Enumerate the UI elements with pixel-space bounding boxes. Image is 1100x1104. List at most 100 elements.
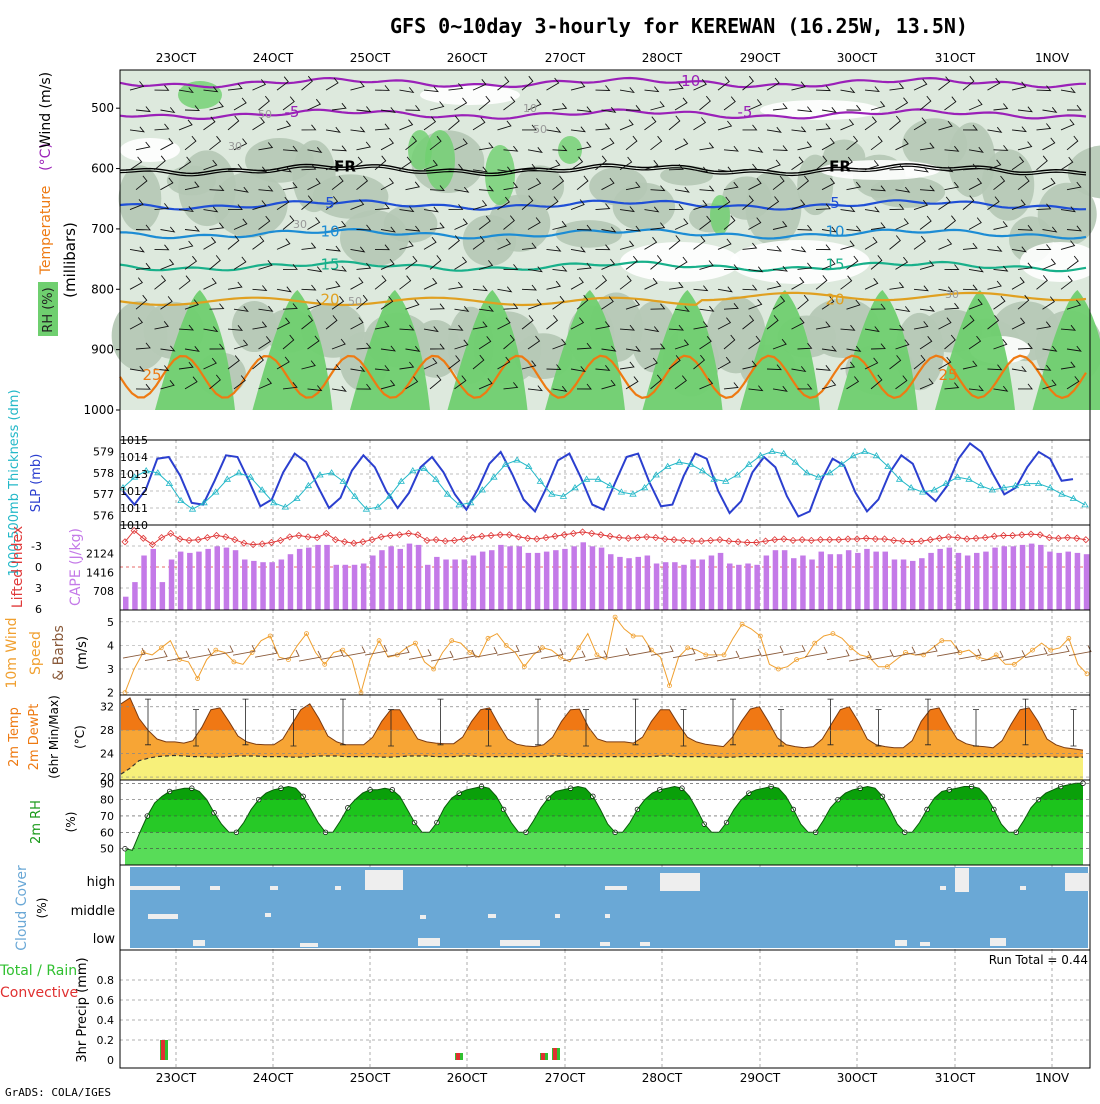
cape-bar: [819, 552, 825, 610]
cape-bar: [599, 548, 605, 610]
cloud-axis-label: Cloud Cover: [14, 865, 30, 951]
cape-bar: [928, 553, 934, 610]
cloud-gap-cell: [605, 914, 610, 918]
bottom-date-tick-27OCT: 27OCT: [545, 1071, 586, 1085]
slp-tick-1010: 1010: [120, 519, 148, 532]
rh-contour-label: 50: [533, 123, 547, 136]
top-date-tick-31OCT: 31OCT: [935, 51, 976, 65]
bottom-date-tick-24OCT: 24OCT: [253, 1071, 294, 1085]
pressure-tick-label-800: 800: [91, 282, 114, 296]
cape-bar: [233, 550, 239, 610]
top-date-tick-30OCT: 30OCT: [837, 51, 878, 65]
precip-legend-convective: Convective: [0, 985, 78, 1001]
cloud-gap-cell: [920, 942, 930, 946]
precip-convective-bar: [161, 1040, 165, 1060]
cape-bar: [315, 545, 321, 610]
cape-bar: [352, 565, 358, 610]
cloud-gap-cell: [895, 940, 907, 946]
precip-run-total: Run Total = 0.44: [989, 953, 1088, 967]
cloud-background: [130, 867, 1088, 948]
cape-bar: [242, 560, 248, 611]
cloud-gap-cell: [555, 914, 560, 918]
precip-convective-bar: [553, 1048, 557, 1060]
cape-bar: [700, 560, 706, 611]
cloud-gap-cell: [418, 938, 440, 946]
rh-green-patch: [425, 130, 455, 190]
wind-tick-2: 2: [107, 687, 114, 700]
pressure-tick-label-1000: 1000: [83, 403, 114, 417]
cape-bar: [864, 549, 870, 610]
isotherm-label-20: 20: [320, 290, 339, 308]
temp-tick-32: 32: [100, 701, 114, 714]
thickness-tick-578: 578: [93, 467, 114, 480]
cape-bar: [1075, 553, 1081, 610]
cape-bar: [773, 550, 779, 610]
dewpoint-area: [121, 755, 1083, 780]
cape-bar: [462, 560, 468, 611]
bottom-date-tick-25OCT: 25OCT: [350, 1071, 391, 1085]
cape-bar: [1084, 554, 1090, 610]
rh-contour-label: 30: [228, 140, 242, 153]
temperature-label: Temperature: [38, 186, 54, 276]
cape-bar: [947, 548, 953, 610]
slp-tick-1013: 1013: [120, 468, 148, 481]
cloud-gap-cell: [990, 938, 1006, 946]
cape-bar: [279, 560, 285, 611]
rh-contour-label: 10: [523, 102, 537, 115]
slp-tick-1015: 1015: [120, 434, 148, 447]
rh-contour-label: 30: [293, 218, 307, 231]
cape-bar: [937, 549, 943, 610]
bottom-date-tick-30OCT: 30OCT: [837, 1071, 878, 1085]
rh-legend-label: RH (%): [41, 287, 56, 332]
cape-bar: [443, 560, 449, 611]
cape-bar: [663, 562, 669, 610]
top-date-tick-27OCT: 27OCT: [545, 51, 586, 65]
cape-bar: [636, 557, 642, 610]
wind-tick-3: 3: [107, 663, 114, 676]
cloud-level-low: low: [93, 932, 116, 947]
cape-bar: [288, 554, 294, 610]
cape-bar: [260, 562, 266, 610]
cape-bar: [306, 548, 312, 610]
rh-tick-80: 80: [100, 794, 114, 807]
cape-bar: [919, 558, 925, 610]
temp-axis-units: (°C): [73, 725, 87, 749]
slp-tick-1014: 1014: [120, 451, 148, 464]
precip-convective-bar: [541, 1053, 545, 1060]
li-tick-6: 6: [35, 603, 42, 616]
cape-tick-2124: 2124: [86, 548, 114, 561]
wind-label: Wind (m/s): [38, 72, 54, 148]
cape-bar: [251, 561, 257, 610]
cape-bar: [571, 546, 577, 610]
cape-bar: [617, 557, 623, 610]
cape-bar: [791, 558, 797, 610]
cloud-gap-cell: [1065, 873, 1089, 891]
cape-bar: [828, 554, 834, 610]
cape-bar: [809, 560, 815, 611]
cloud-gap-cell: [605, 886, 627, 890]
precip-tick-0.2: 0.2: [97, 1034, 115, 1047]
cape-bar: [388, 546, 394, 610]
wind-axis-label-1: 10m Wind: [4, 617, 20, 688]
cape-bar: [132, 582, 138, 610]
cape-bar: [754, 565, 760, 610]
cape-bar: [123, 597, 129, 610]
cape-bar: [800, 556, 806, 611]
cape-bar: [562, 549, 568, 610]
cape-bar: [846, 550, 852, 610]
cape-bar: [535, 553, 541, 610]
cape-bar: [324, 545, 330, 610]
cape-bar: [471, 556, 477, 611]
cape-bar: [425, 565, 431, 610]
cape-bar: [370, 556, 376, 611]
cape-bar: [873, 552, 879, 610]
cape-bar: [334, 565, 340, 610]
precip-tick-0.4: 0.4: [97, 1014, 115, 1027]
thickness-tick-576: 576: [93, 510, 114, 523]
cape-tick-708: 708: [93, 585, 114, 598]
cape-bar: [553, 550, 559, 610]
pressure-tick-label-900: 900: [91, 343, 114, 357]
cape-bar: [608, 554, 614, 610]
cloud-level-middle: middle: [71, 904, 115, 919]
